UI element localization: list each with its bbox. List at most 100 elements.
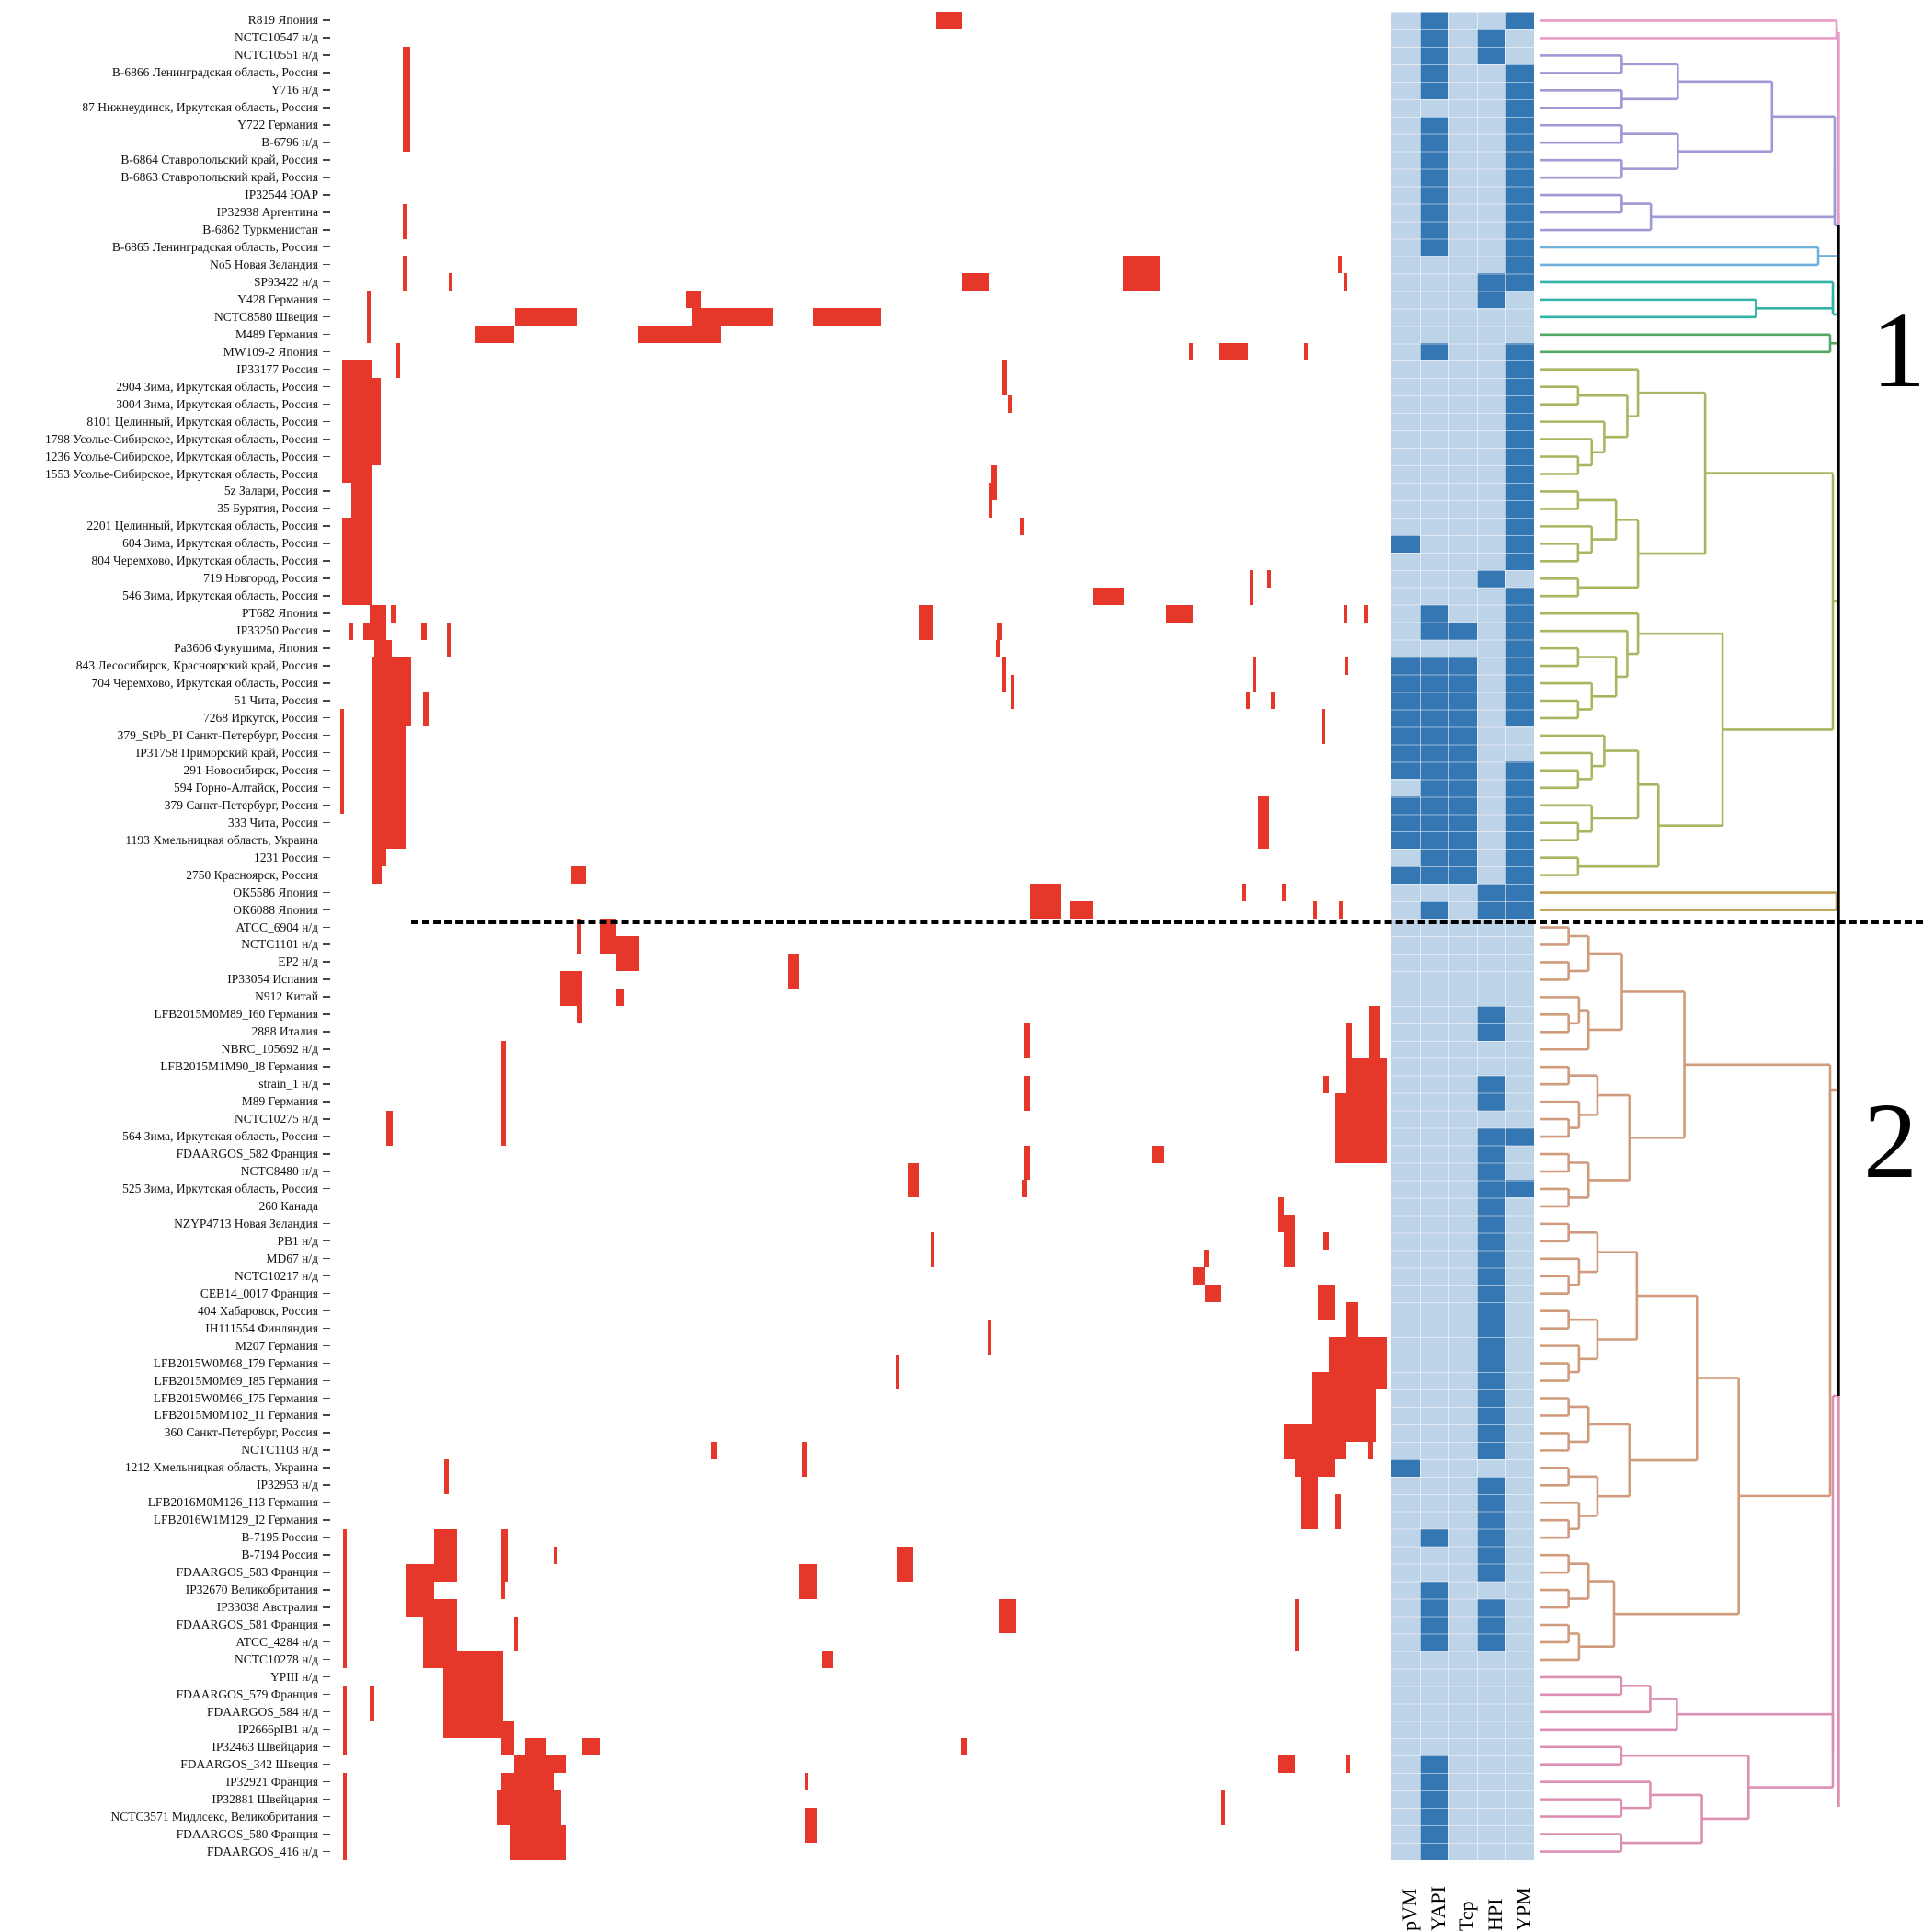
row-label: R819 Япония: [247, 13, 318, 28]
red-cell: [391, 604, 396, 623]
red-cell: [370, 1686, 374, 1721]
red-cell: [449, 273, 452, 292]
row-tick: [323, 1031, 330, 1033]
red-cell: [600, 919, 616, 954]
red-cell: [1322, 709, 1325, 745]
red-cell: [1250, 569, 1253, 605]
red-cell: [1313, 901, 1317, 920]
cluster-label-1: 1: [1871, 290, 1923, 410]
row-tick: [323, 385, 330, 388]
column-label-hpi: HPI: [1483, 1898, 1506, 1931]
row-label: NCTC10551 н/д: [235, 48, 318, 63]
row-label: 379 Санкт-Петербург, Россия: [164, 797, 318, 812]
row-tick: [323, 368, 330, 371]
row-label: В-6865 Ленинградская область, Россия: [111, 239, 318, 254]
row-label: 804 Черемхово, Иркутская область, Россия: [91, 554, 318, 568]
red-cell: [1024, 1023, 1030, 1058]
red-cell: [349, 622, 353, 640]
red-cell: [1258, 796, 1269, 850]
row-tick: [323, 229, 330, 231]
red-cell: [403, 46, 410, 152]
row-tick: [323, 577, 330, 579]
row-label: В-6863 Ставропольский край, Россия: [120, 170, 318, 185]
row-label: IP33177 Россия: [236, 361, 318, 376]
row-tick: [323, 1187, 330, 1190]
red-cell: [996, 639, 1000, 657]
red-cell: [386, 1110, 393, 1146]
red-cell: [443, 1651, 503, 1739]
red-cell: [1364, 604, 1368, 623]
red-cell: [423, 692, 429, 727]
row-tick: [323, 194, 330, 196]
row-label: 260 Канада: [258, 1198, 318, 1213]
red-cell: [1339, 901, 1343, 920]
row-label: LFB2015M0M89_I60 Германия: [154, 1007, 318, 1022]
red-cell: [1344, 604, 1347, 623]
row-tick: [323, 211, 330, 213]
column-label-tcp: Tcp: [1455, 1901, 1478, 1931]
row-label: В-7195 Россия: [241, 1530, 318, 1545]
row-label: FDAARGOS_582 Франция: [176, 1147, 318, 1161]
row-tick: [323, 1572, 330, 1573]
red-cell: [1246, 692, 1250, 710]
red-cell: [571, 866, 586, 885]
row-tick: [323, 1710, 330, 1713]
red-cell: [799, 1563, 817, 1599]
row-label: NCTC10275 н/д: [235, 1112, 318, 1126]
red-cell: [1020, 517, 1024, 535]
row-tick: [323, 1292, 330, 1295]
row-label: Y428 Германия: [237, 292, 318, 306]
red-cell: [372, 657, 406, 850]
row-tick: [323, 473, 330, 474]
red-cell: [1267, 569, 1271, 588]
row-label: FDAARGOS_342 Швеция: [180, 1756, 318, 1771]
row-tick: [323, 1083, 330, 1085]
red-cell: [342, 360, 372, 483]
row-label: strain_1 н/д: [258, 1077, 318, 1092]
row-label: NCTC3571 Мидлсекс, Великобритания: [110, 1809, 318, 1823]
row-label: ATCC_6904 н/д: [235, 920, 318, 934]
row-tick: [323, 647, 330, 649]
row-tick: [323, 996, 330, 998]
red-cell: [497, 1790, 561, 1826]
row-label: IP32544 ЮАР: [245, 188, 318, 202]
row-label: 51 Чита, Россия: [234, 693, 318, 707]
row-tick: [323, 1013, 330, 1015]
row-label: FDAARGOS_416 н/д: [207, 1844, 318, 1858]
red-cell: [1002, 360, 1007, 396]
row-label: PT682 Япония: [241, 606, 318, 621]
red-cell: [475, 326, 514, 344]
row-tick: [323, 1170, 330, 1172]
red-cell: [514, 1616, 518, 1652]
row-label: NCTC8580 Швеция: [214, 309, 318, 324]
row-label: 1231 Россия: [253, 850, 318, 864]
red-cell: [510, 1825, 566, 1860]
row-label: 379_StPb_PI Санкт-Петербург, Россия: [117, 727, 318, 742]
row-label: IH111554 Финляндия: [205, 1320, 318, 1335]
row-tick: [323, 1624, 330, 1626]
row-tick: [323, 455, 330, 458]
row-tick: [323, 874, 330, 876]
red-cell: [1242, 884, 1246, 902]
red-cell: [1093, 587, 1124, 605]
red-cell: [1284, 1215, 1295, 1268]
row-label: ОК5586 Япония: [233, 885, 318, 899]
row-tick: [323, 403, 330, 406]
red-cell: [802, 1441, 807, 1477]
row-label: 5z Залари, Россия: [223, 484, 318, 498]
row-tick: [323, 1449, 330, 1451]
row-tick: [323, 804, 330, 806]
row-label: LFB2015M0M102_I1 Германия: [154, 1408, 318, 1423]
row-label: 2888 Италия: [251, 1024, 318, 1039]
row-label: IP31758 Приморский край, Россия: [135, 745, 318, 760]
row-label: M489 Германия: [235, 326, 318, 341]
row-tick: [323, 37, 330, 39]
red-cell: [1323, 1075, 1329, 1093]
red-cell: [406, 657, 411, 727]
red-cell: [444, 1458, 449, 1494]
row-tick: [323, 1693, 330, 1696]
red-cell: [372, 849, 386, 867]
row-label: В-6864 Ставропольский край, Россия: [120, 153, 318, 167]
